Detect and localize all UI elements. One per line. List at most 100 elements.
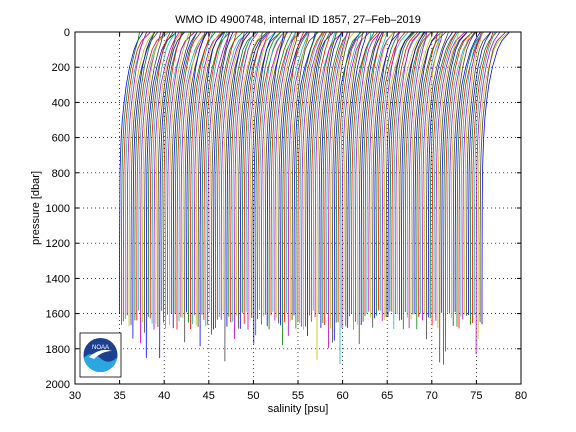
- y-tick-label: 1000: [46, 203, 70, 215]
- salinity-profile-line: [193, 31, 224, 316]
- salinity-profile-line: [437, 31, 459, 328]
- salinity-profile-line: [414, 31, 439, 314]
- salinity-profile-line: [431, 31, 457, 326]
- salinity-profile-line: [305, 31, 327, 327]
- salinity-profile-line: [218, 31, 249, 317]
- salinity-profile-line: [285, 31, 310, 313]
- salinity-profile-line: [435, 31, 466, 321]
- salinity-profile-line: [444, 31, 473, 352]
- salinity-profile-line: [170, 31, 192, 314]
- salinity-profile-line: [128, 31, 155, 327]
- salinity-profile-line: [353, 31, 372, 330]
- salinity-profile-line: [475, 31, 501, 355]
- salinity-profile-line: [205, 31, 228, 326]
- y-tick-label: 1600: [46, 309, 70, 321]
- salinity-profile-line: [301, 31, 326, 327]
- salinity-profile-line: [230, 31, 256, 323]
- salinity-profile-line: [439, 31, 468, 363]
- salinity-profile-line: [176, 31, 202, 330]
- salinity-profile-line: [283, 31, 305, 323]
- salinity-profile-line: [458, 31, 482, 329]
- salinity-profile-line: [274, 31, 297, 321]
- salinity-profile-line: [203, 31, 231, 320]
- salinity-profile-line: [278, 31, 298, 324]
- salinity-profile-line: [406, 31, 432, 318]
- salinity-profile-line: [447, 31, 477, 313]
- salinity-profile-line: [410, 31, 434, 320]
- salinity-profile-line: [138, 31, 169, 311]
- salinity-profile-line: [293, 31, 316, 316]
- salinity-profile-line: [295, 31, 318, 329]
- salinity-profile-line: [172, 31, 198, 329]
- salinity-profile-line: [456, 31, 485, 327]
- y-tick-label: 2000: [46, 379, 70, 391]
- salinity-profile-line: [216, 31, 238, 320]
- salinity-profile-line: [376, 31, 401, 316]
- salinity-profile-line: [132, 31, 156, 339]
- salinity-profile-line: [232, 31, 255, 322]
- salinity-profile-line: [303, 31, 324, 331]
- salinity-profile-line: [425, 31, 449, 340]
- salinity-profile-line: [226, 31, 251, 327]
- salinity-profile-line: [243, 31, 271, 324]
- salinity-profile-line: [479, 31, 506, 323]
- salinity-profile-line: [186, 31, 208, 313]
- x-tick-label: 80: [515, 390, 527, 402]
- salinity-profile-line: [341, 31, 371, 329]
- salinity-profile-line: [280, 31, 308, 326]
- salinity-profile-line: [360, 31, 383, 325]
- salinity-profile-line: [335, 31, 362, 323]
- salinity-profile-line: [161, 31, 184, 311]
- salinity-profile-line: [387, 31, 415, 317]
- salinity-profile-line: [468, 31, 492, 315]
- y-tick-label: 800: [52, 168, 70, 180]
- salinity-profile-line: [374, 31, 400, 319]
- salinity-profile-line: [168, 31, 190, 326]
- salinity-profile-line: [343, 31, 370, 311]
- salinity-profile-line: [297, 31, 324, 323]
- salinity-profile-line: [145, 31, 177, 358]
- salinity-profile-line: [143, 31, 164, 333]
- salinity-profile-line: [191, 31, 214, 325]
- salinity-profile-line: [354, 31, 381, 322]
- salinity-profile-line: [473, 31, 496, 315]
- salinity-profile-line: [477, 31, 509, 339]
- salinity-profile-line: [402, 31, 427, 330]
- salinity-profile-line: [326, 31, 349, 314]
- salinity-profile-line: [134, 31, 155, 321]
- axis-ticks: 30 35 40 45 50 55 60 65 70 75 80020040060080010001…: [46, 27, 528, 402]
- salinity-profile-line: [362, 31, 384, 322]
- salinity-profile-line: [464, 31, 484, 315]
- salinity-profile-line: [213, 31, 234, 330]
- salinity-profile-line: [381, 31, 399, 321]
- salinity-profile-line: [320, 31, 343, 328]
- salinity-profile-line: [182, 31, 206, 318]
- salinity-profile-line: [149, 31, 171, 319]
- salinity-profile-line: [126, 31, 148, 316]
- salinity-profile-line: [268, 31, 293, 330]
- x-tick-label: 35: [113, 390, 125, 402]
- salinity-profile-line: [349, 31, 375, 317]
- salinity-profile-line: [443, 31, 474, 365]
- salinity-profile-line: [201, 31, 226, 315]
- salinity-profile-line: [337, 31, 365, 323]
- salinity-profile-line: [153, 31, 180, 330]
- salinity-profile-line: [199, 31, 225, 347]
- salinity-profile-line: [433, 31, 459, 314]
- salinity-profile-line: [247, 31, 270, 330]
- salinity-profile-line: [308, 31, 331, 316]
- salinity-profile-line: [124, 31, 148, 319]
- salinity-profile-line: [339, 31, 360, 365]
- noaa-logo: NOAA: [79, 332, 122, 378]
- salinity-profile-line: [366, 31, 388, 314]
- y-tick-label: 200: [52, 62, 70, 74]
- salinity-profile-line: [427, 31, 454, 318]
- salinity-profile-line: [391, 31, 419, 312]
- salinity-profile-line: [412, 31, 442, 315]
- salinity-profile-line: [471, 31, 494, 324]
- salinity-profile-line: [272, 31, 297, 312]
- salinity-profile-line: [418, 31, 438, 317]
- salinity-profile-line: [159, 31, 186, 359]
- x-tick-label: 60: [336, 390, 348, 402]
- salinity-profile-line: [180, 31, 209, 318]
